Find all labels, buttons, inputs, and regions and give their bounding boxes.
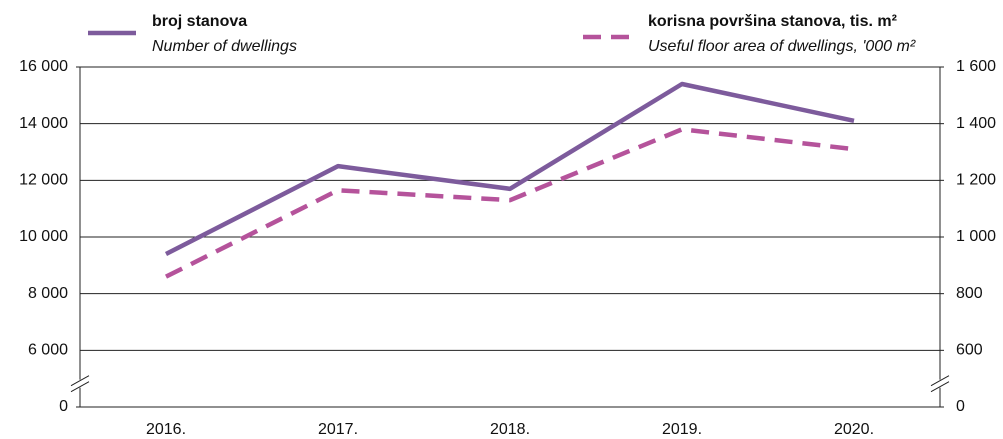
legend-label: korisna površina stanova, tis. m² [648, 13, 897, 30]
y-tick-label: 14 000 [19, 115, 68, 132]
axis-break [70, 375, 90, 387]
y-tick-label: 8 000 [28, 285, 68, 302]
legend-label: broj stanova [152, 13, 247, 30]
y2-tick-label: 800 [956, 285, 983, 302]
y-tick-label: 16 000 [19, 58, 68, 75]
axis-break [930, 375, 950, 387]
y2-tick-label: 1 600 [956, 58, 996, 75]
x-tick-label: 2018. [490, 421, 530, 438]
data-line [164, 81, 855, 257]
legend-label-en: Number of dwellings [152, 38, 297, 55]
y2-tick-label: 1 200 [956, 172, 996, 189]
axis-break-gap [70, 379, 90, 388]
x-tick-label: 2020. [834, 421, 874, 438]
y2-tick-label: 1 400 [956, 115, 996, 132]
axis-break-gap [930, 379, 950, 388]
y-tick-label: 6 000 [28, 342, 68, 359]
y2-tick-label: 1 000 [956, 228, 996, 245]
y-tick-label: 10 000 [19, 228, 68, 245]
axis-break [70, 381, 90, 393]
x-tick-label: 2019. [662, 421, 702, 438]
x-tick-label: 2016. [146, 421, 186, 438]
y2-tick-label: 0 [956, 398, 965, 415]
y2-tick-label: 600 [956, 342, 983, 359]
axis-break [930, 381, 950, 393]
y-tick-label: 0 [59, 398, 68, 415]
y-tick-label: 12 000 [19, 172, 68, 189]
data-line [164, 127, 855, 279]
legend-label-en: Useful floor area of dwellings, '000 m² [648, 38, 916, 55]
x-tick-label: 2017. [318, 421, 358, 438]
